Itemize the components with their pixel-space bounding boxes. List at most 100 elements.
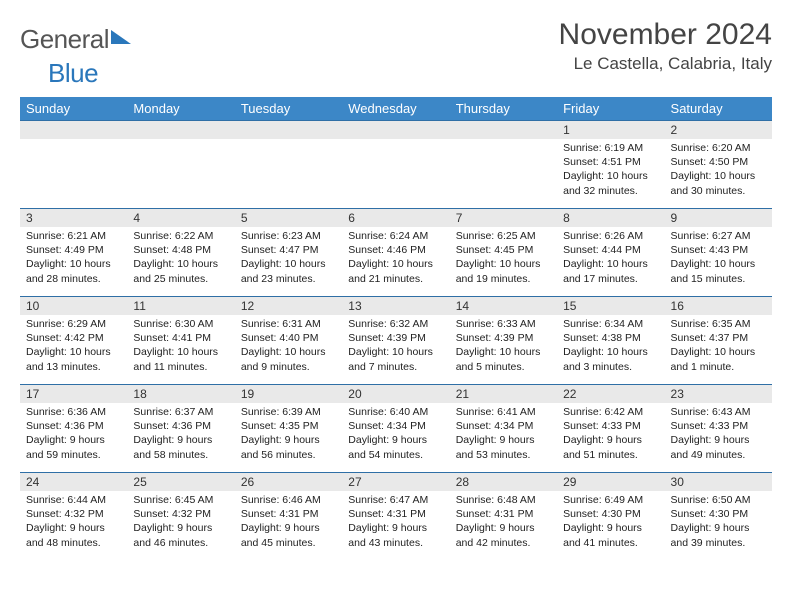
calendar-day-cell: 28Sunrise: 6:48 AMSunset: 4:31 PMDayligh… — [450, 473, 557, 561]
day-details — [127, 139, 234, 145]
calendar-day-cell: 5Sunrise: 6:23 AMSunset: 4:47 PMDaylight… — [235, 209, 342, 297]
day-details — [342, 139, 449, 145]
day-number: 3 — [20, 209, 127, 227]
day-details: Sunrise: 6:25 AMSunset: 4:45 PMDaylight:… — [450, 227, 557, 290]
logo-text-blue: Blue — [48, 58, 98, 88]
day-details: Sunrise: 6:49 AMSunset: 4:30 PMDaylight:… — [557, 491, 664, 554]
day-details: Sunrise: 6:37 AMSunset: 4:36 PMDaylight:… — [127, 403, 234, 466]
day-number: 18 — [127, 385, 234, 403]
logo-triangle-icon — [111, 30, 131, 44]
day-number: 2 — [665, 121, 772, 139]
calendar-empty-cell — [235, 121, 342, 209]
calendar-day-cell: 23Sunrise: 6:43 AMSunset: 4:33 PMDayligh… — [665, 385, 772, 473]
day-details: Sunrise: 6:45 AMSunset: 4:32 PMDaylight:… — [127, 491, 234, 554]
day-details — [235, 139, 342, 145]
day-details: Sunrise: 6:42 AMSunset: 4:33 PMDaylight:… — [557, 403, 664, 466]
weekday-header: Wednesday — [342, 97, 449, 121]
day-number: 14 — [450, 297, 557, 315]
calendar-day-cell: 3Sunrise: 6:21 AMSunset: 4:49 PMDaylight… — [20, 209, 127, 297]
calendar-week-row: 10Sunrise: 6:29 AMSunset: 4:42 PMDayligh… — [20, 297, 772, 385]
calendar-day-cell: 6Sunrise: 6:24 AMSunset: 4:46 PMDaylight… — [342, 209, 449, 297]
day-details: Sunrise: 6:24 AMSunset: 4:46 PMDaylight:… — [342, 227, 449, 290]
day-number — [235, 121, 342, 139]
calendar-day-cell: 19Sunrise: 6:39 AMSunset: 4:35 PMDayligh… — [235, 385, 342, 473]
calendar-week-row: 17Sunrise: 6:36 AMSunset: 4:36 PMDayligh… — [20, 385, 772, 473]
calendar-day-cell: 29Sunrise: 6:49 AMSunset: 4:30 PMDayligh… — [557, 473, 664, 561]
calendar-day-cell: 8Sunrise: 6:26 AMSunset: 4:44 PMDaylight… — [557, 209, 664, 297]
day-details: Sunrise: 6:40 AMSunset: 4:34 PMDaylight:… — [342, 403, 449, 466]
day-details — [450, 139, 557, 145]
calendar-day-cell: 1Sunrise: 6:19 AMSunset: 4:51 PMDaylight… — [557, 121, 664, 209]
day-number: 5 — [235, 209, 342, 227]
calendar-day-cell: 11Sunrise: 6:30 AMSunset: 4:41 PMDayligh… — [127, 297, 234, 385]
calendar-day-cell: 10Sunrise: 6:29 AMSunset: 4:42 PMDayligh… — [20, 297, 127, 385]
day-details: Sunrise: 6:35 AMSunset: 4:37 PMDaylight:… — [665, 315, 772, 378]
day-details: Sunrise: 6:32 AMSunset: 4:39 PMDaylight:… — [342, 315, 449, 378]
day-number: 9 — [665, 209, 772, 227]
calendar-day-cell: 15Sunrise: 6:34 AMSunset: 4:38 PMDayligh… — [557, 297, 664, 385]
day-number: 29 — [557, 473, 664, 491]
logo-text-general: General — [20, 24, 109, 55]
calendar-day-cell: 14Sunrise: 6:33 AMSunset: 4:39 PMDayligh… — [450, 297, 557, 385]
weekday-header: Sunday — [20, 97, 127, 121]
day-number — [127, 121, 234, 139]
calendar-day-cell: 18Sunrise: 6:37 AMSunset: 4:36 PMDayligh… — [127, 385, 234, 473]
day-details: Sunrise: 6:46 AMSunset: 4:31 PMDaylight:… — [235, 491, 342, 554]
day-details: Sunrise: 6:22 AMSunset: 4:48 PMDaylight:… — [127, 227, 234, 290]
calendar-day-cell: 22Sunrise: 6:42 AMSunset: 4:33 PMDayligh… — [557, 385, 664, 473]
calendar-empty-cell — [20, 121, 127, 209]
day-number: 24 — [20, 473, 127, 491]
day-number: 12 — [235, 297, 342, 315]
calendar-week-row: 24Sunrise: 6:44 AMSunset: 4:32 PMDayligh… — [20, 473, 772, 561]
calendar-header-row: SundayMondayTuesdayWednesdayThursdayFrid… — [20, 97, 772, 121]
day-number: 19 — [235, 385, 342, 403]
day-number: 21 — [450, 385, 557, 403]
day-details: Sunrise: 6:36 AMSunset: 4:36 PMDaylight:… — [20, 403, 127, 466]
calendar-day-cell: 30Sunrise: 6:50 AMSunset: 4:30 PMDayligh… — [665, 473, 772, 561]
calendar-day-cell: 7Sunrise: 6:25 AMSunset: 4:45 PMDaylight… — [450, 209, 557, 297]
calendar-week-row: 3Sunrise: 6:21 AMSunset: 4:49 PMDaylight… — [20, 209, 772, 297]
calendar-day-cell: 9Sunrise: 6:27 AMSunset: 4:43 PMDaylight… — [665, 209, 772, 297]
month-title: November 2024 — [559, 18, 772, 52]
day-details: Sunrise: 6:20 AMSunset: 4:50 PMDaylight:… — [665, 139, 772, 202]
day-number: 30 — [665, 473, 772, 491]
day-details: Sunrise: 6:19 AMSunset: 4:51 PMDaylight:… — [557, 139, 664, 202]
day-number: 6 — [342, 209, 449, 227]
day-number: 22 — [557, 385, 664, 403]
day-details: Sunrise: 6:30 AMSunset: 4:41 PMDaylight:… — [127, 315, 234, 378]
calendar-day-cell: 16Sunrise: 6:35 AMSunset: 4:37 PMDayligh… — [665, 297, 772, 385]
calendar-empty-cell — [127, 121, 234, 209]
calendar-day-cell: 17Sunrise: 6:36 AMSunset: 4:36 PMDayligh… — [20, 385, 127, 473]
day-details: Sunrise: 6:48 AMSunset: 4:31 PMDaylight:… — [450, 491, 557, 554]
day-number: 25 — [127, 473, 234, 491]
day-details: Sunrise: 6:21 AMSunset: 4:49 PMDaylight:… — [20, 227, 127, 290]
day-details: Sunrise: 6:23 AMSunset: 4:47 PMDaylight:… — [235, 227, 342, 290]
day-number — [342, 121, 449, 139]
day-number: 17 — [20, 385, 127, 403]
weekday-header: Tuesday — [235, 97, 342, 121]
calendar-day-cell: 26Sunrise: 6:46 AMSunset: 4:31 PMDayligh… — [235, 473, 342, 561]
weekday-header: Thursday — [450, 97, 557, 121]
day-number: 16 — [665, 297, 772, 315]
calendar-day-cell: 25Sunrise: 6:45 AMSunset: 4:32 PMDayligh… — [127, 473, 234, 561]
day-details: Sunrise: 6:50 AMSunset: 4:30 PMDaylight:… — [665, 491, 772, 554]
day-number: 28 — [450, 473, 557, 491]
calendar-day-cell: 27Sunrise: 6:47 AMSunset: 4:31 PMDayligh… — [342, 473, 449, 561]
day-details: Sunrise: 6:43 AMSunset: 4:33 PMDaylight:… — [665, 403, 772, 466]
calendar-table: SundayMondayTuesdayWednesdayThursdayFrid… — [20, 97, 772, 561]
day-details: Sunrise: 6:27 AMSunset: 4:43 PMDaylight:… — [665, 227, 772, 290]
day-number: 26 — [235, 473, 342, 491]
day-details: Sunrise: 6:33 AMSunset: 4:39 PMDaylight:… — [450, 315, 557, 378]
day-number: 8 — [557, 209, 664, 227]
calendar-day-cell: 12Sunrise: 6:31 AMSunset: 4:40 PMDayligh… — [235, 297, 342, 385]
calendar-day-cell: 20Sunrise: 6:40 AMSunset: 4:34 PMDayligh… — [342, 385, 449, 473]
day-details: Sunrise: 6:31 AMSunset: 4:40 PMDaylight:… — [235, 315, 342, 378]
title-block: November 2024 Le Castella, Calabria, Ita… — [559, 18, 772, 74]
day-details: Sunrise: 6:44 AMSunset: 4:32 PMDaylight:… — [20, 491, 127, 554]
day-number: 10 — [20, 297, 127, 315]
day-details: Sunrise: 6:47 AMSunset: 4:31 PMDaylight:… — [342, 491, 449, 554]
day-number: 13 — [342, 297, 449, 315]
day-number: 1 — [557, 121, 664, 139]
calendar-day-cell: 24Sunrise: 6:44 AMSunset: 4:32 PMDayligh… — [20, 473, 127, 561]
day-number — [20, 121, 127, 139]
